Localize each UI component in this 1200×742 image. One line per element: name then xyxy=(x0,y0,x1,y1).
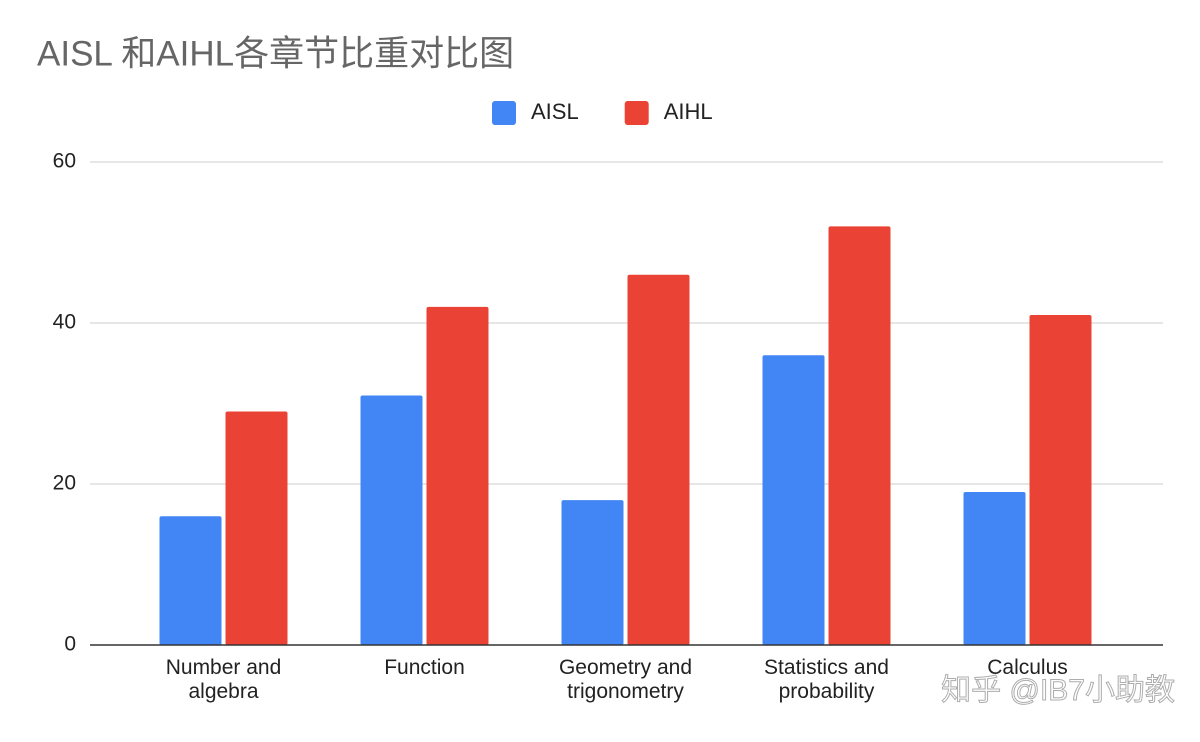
bar xyxy=(828,226,891,645)
x-tick-label: Number and algebra xyxy=(165,656,282,703)
x-tick-label: Geometry and trigonometry xyxy=(558,656,693,703)
legend-swatch xyxy=(492,101,516,125)
bar xyxy=(1029,314,1092,645)
y-tick-label: 60 xyxy=(53,150,76,173)
bar xyxy=(561,500,624,645)
x-tick-label: Calculus xyxy=(987,656,1068,679)
y-tick-label: 20 xyxy=(53,472,76,495)
bar xyxy=(762,355,825,645)
bar xyxy=(225,411,288,645)
bar xyxy=(426,306,489,645)
legend-label: AIHL xyxy=(664,99,713,124)
x-tick-label: Function xyxy=(384,656,465,679)
chart-title: AISL 和AIHL各章节比重对比图 xyxy=(37,34,514,73)
watermark: 知乎 @IB7小助教 xyxy=(941,674,1175,707)
y-tick-label: 40 xyxy=(53,311,76,334)
y-tick-label: 0 xyxy=(64,633,76,656)
legend-label: AISL xyxy=(531,99,579,124)
bar xyxy=(963,492,1026,645)
bar xyxy=(627,274,690,645)
bar xyxy=(360,395,423,645)
bar xyxy=(159,516,222,645)
legend-swatch xyxy=(624,101,649,125)
x-tick-label: Statistics and probability xyxy=(764,656,889,703)
